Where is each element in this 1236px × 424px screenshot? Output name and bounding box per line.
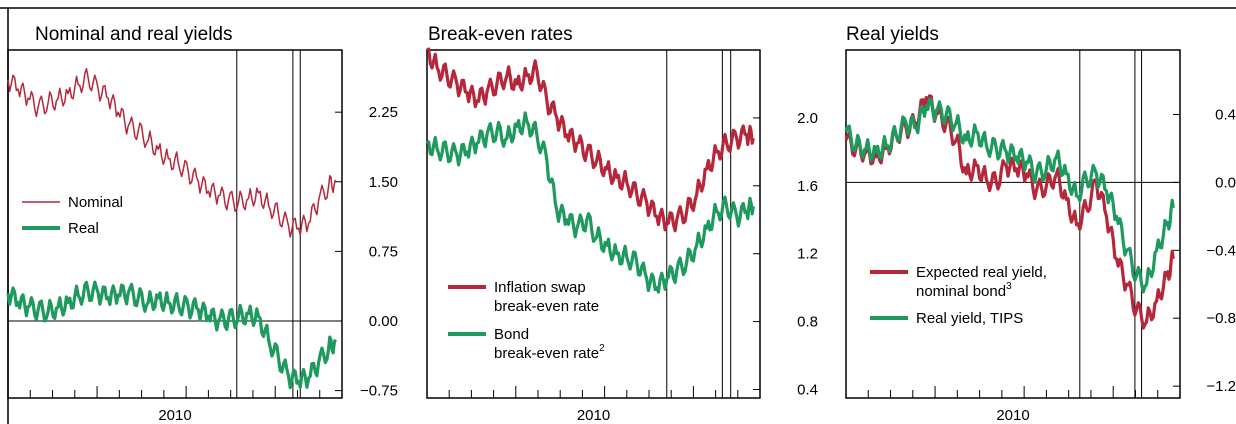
chart-panel-3: Real yields 0.4 0.0 −0.4 −0.8 −1.2 2010 Expecte… [844,24,1236,424]
legend-label-1: Nominal [68,194,123,211]
legend-label-2: Real [68,220,99,237]
chart-panel-1: Nominal and real yields 2.25 1.50 0.75 0.00 −… [6,24,398,424]
legend-label-1: Inflation swap [494,279,586,296]
y-tick-label: 1.2 [797,246,818,263]
chart-title: Nominal and real yields [35,24,233,45]
y-tick-label: 0.00 [369,313,398,330]
x-axis-label: 2010 [577,407,610,424]
y-tick-label: 2.25 [369,104,398,121]
y-tick-label: −0.8 [1206,310,1236,327]
y-tick-label: −1.2 [1206,378,1236,395]
y-tick-label: 0.4 [1215,107,1236,124]
legend-label-1: Expected real yield, [916,264,1047,281]
plot-frame [426,49,761,399]
chart-panel-2: Break-even rates 2.0 1.6 1.2 0.8 0.4 2010 Infla… [425,24,818,424]
legend-label-2: break-even rate2 [494,343,605,362]
y-tick-label: 0.4 [797,382,818,399]
plot-frame [7,49,343,399]
series-line-1 [7,68,337,238]
x-axis-label: 2010 [158,407,191,424]
chart-panels: Nominal and real yields 2.25 1.50 0.75 0.00 −… [6,24,1236,424]
y-tick-label: −0.75 [360,383,398,400]
y-tick-label: 0.0 [1215,174,1236,191]
y-tick-label: 0.8 [797,314,818,331]
y-tick-label: 1.6 [797,178,818,195]
legend-label-2: Bond [494,326,529,343]
chart-title: Real yields [846,24,939,45]
series-line-2 [425,111,755,294]
legend-footnote: 2 [599,343,605,354]
legend-label-1: break-even rate [494,298,599,315]
legend-footnote: 3 [1006,281,1012,292]
legend-label-2: Real yield, TIPS [916,310,1023,327]
y-tick-label: 0.75 [369,243,398,260]
series-line-2 [6,280,337,390]
x-axis-label: 2010 [996,407,1029,424]
chart-title: Break-even rates [428,24,573,45]
plot-frame [845,49,1181,399]
y-tick-label: −0.4 [1206,242,1236,259]
series-line-2 [844,97,1175,294]
y-tick-label: 2.0 [797,110,818,127]
series-line-1 [426,47,755,233]
legend-label-1: nominal bond3 [916,281,1012,300]
y-tick-label: 1.50 [369,174,398,191]
